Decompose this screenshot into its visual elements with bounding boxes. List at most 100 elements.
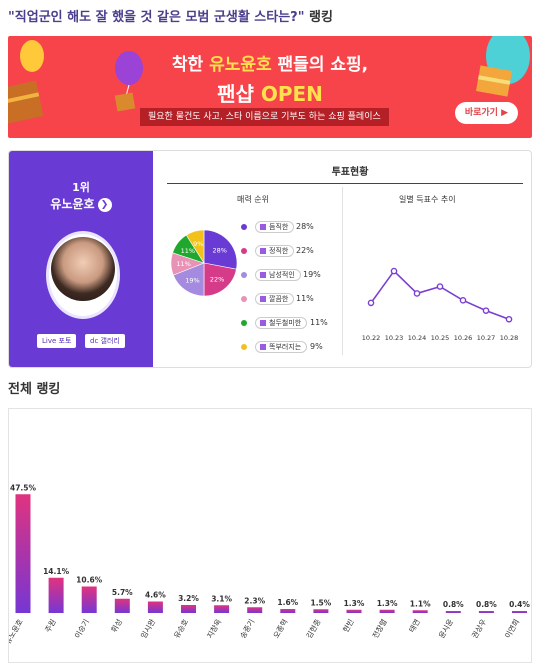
winner-name[interactable]: 유노윤호 ❯: [9, 195, 153, 212]
bar-value-label: 3.2%: [178, 594, 199, 603]
category-label: 태연: [407, 617, 422, 634]
legend-dot-icon: [241, 320, 247, 326]
charm-pie-chart: 28%22%19%11%11%9%: [170, 229, 238, 297]
bar-value-label: 1.6%: [277, 598, 298, 607]
vote-status-title: 투표현황: [331, 167, 369, 178]
bar-value-label: 3.1%: [211, 594, 232, 603]
go-button[interactable]: 바로가기 ▶: [454, 102, 518, 124]
bar: [346, 609, 362, 613]
bar: [181, 605, 196, 613]
tag-icon: [260, 296, 266, 302]
pie-slice: [203, 262, 237, 297]
pie-slice-label: 19%: [185, 276, 199, 284]
tag-icon: [260, 320, 266, 326]
tag-icon: [260, 272, 266, 278]
fanshop-banner[interactable]: 착한 유노윤호 팬들의 쇼핑, 팬샵 OPEN 필요한 물건도 사고, 스타 이…: [8, 36, 532, 138]
bar-value-label: 0.4%: [509, 600, 530, 609]
line-point: [482, 307, 490, 314]
line-point: [390, 267, 398, 275]
bar-value-label: 4.6%: [145, 591, 166, 600]
pie-slice: [203, 229, 238, 270]
bar-value-label: 47.5%: [10, 483, 37, 492]
legend-dot-icon: [241, 296, 247, 302]
bar: [114, 598, 130, 613]
winner-card[interactable]: 1위 유노윤호 ❯ Live 포토 dc 갤러리: [9, 151, 153, 367]
bar: [214, 605, 230, 613]
pie-slice-label: 22%: [210, 275, 224, 283]
bar: [81, 586, 97, 613]
category-label: 임시완: [139, 617, 157, 640]
bar-value-label: 1.5%: [310, 598, 331, 607]
bar-value-label: 10.6%: [76, 576, 103, 585]
live-photo-button[interactable]: Live 포토: [37, 334, 77, 348]
legend-pct: 22%: [296, 246, 314, 255]
bar: [15, 494, 31, 613]
pie-slice-label: 11%: [176, 260, 190, 268]
balloon-decoration-icon: [8, 36, 530, 124]
bar: [247, 607, 263, 613]
category-label: 송중기: [238, 618, 256, 640]
x-tick-label: 10.26: [454, 334, 473, 341]
pie-slice: [172, 262, 205, 297]
x-tick-label: 10.25: [431, 334, 450, 341]
legend-label-text: 철두철미한: [269, 319, 302, 327]
legend-dot-icon: [241, 272, 247, 278]
legend-label-text: 정직한: [269, 247, 289, 255]
legend-label: 남성적인: [255, 269, 301, 281]
legend-pct: 28%: [296, 222, 314, 231]
category-label: 이승기: [72, 617, 91, 640]
category-label: 지창욱: [205, 617, 223, 640]
legend-label-text: 깔끔한: [269, 295, 289, 303]
bar-value-label: 1.3%: [344, 599, 365, 608]
bar-value-label: 14.1%: [43, 567, 70, 576]
legend-label: 똑부러지는: [255, 341, 308, 353]
bar: [512, 611, 527, 613]
arrow-right-icon: ❯: [97, 197, 112, 212]
pie-slice-label: 9%: [193, 240, 203, 248]
dc-gallery-button[interactable]: dc 갤러리: [85, 334, 125, 348]
bar: [147, 601, 163, 613]
bar-value-label: 2.3%: [244, 596, 265, 605]
bar-value-label: 0.8%: [443, 600, 464, 609]
legend-dot-icon: [241, 224, 247, 230]
legend-pct: 9%: [310, 342, 323, 351]
page-title: "직업군인 해도 잘 했을 것 같은 모범 군생활 스타는?" 랭킹: [8, 10, 333, 25]
pie-slice-label: 28%: [213, 246, 227, 254]
bar: [412, 610, 428, 613]
category-label: 유노윤호: [9, 617, 25, 645]
category-label: 전창렬: [370, 617, 389, 640]
ranking-chart-box: 47.5% 유노윤호 14.1% 주원 10.6% 이승기 5.7% 휘성 4.6% 임시완 3.2…: [3, 408, 532, 663]
pie-slice: [185, 229, 205, 265]
bar-value-label: 1.3%: [377, 599, 398, 608]
legend-label-text: 듬직한: [269, 223, 289, 231]
tag-icon: [260, 248, 266, 254]
pie-slice-label: 11%: [181, 247, 195, 255]
category-label: 김현중: [304, 617, 323, 640]
vote-panel: 1위 유노윤호 ❯ Live 포토 dc 갤러리 투표현황 매력 순위 일별 득표…: [8, 150, 532, 368]
x-tick-label: 10.23: [385, 334, 404, 341]
category-label: 오종혁: [271, 618, 289, 640]
ranking-title: 전체 랭킹: [8, 382, 61, 397]
legend-pct: 11%: [310, 318, 328, 327]
line-point: [367, 299, 375, 307]
legend-label-text: 남성적인: [269, 271, 295, 279]
legend-label: 듬직한: [255, 221, 295, 233]
legend-label-text: 똑부러지는: [269, 343, 302, 351]
bar: [379, 609, 395, 613]
line-point: [459, 297, 467, 304]
category-label: 윤시윤: [437, 617, 455, 640]
line-point: [436, 283, 444, 290]
x-tick-label: 10.27: [477, 334, 496, 341]
x-tick-label: 10.24: [408, 334, 427, 341]
legend-label: 철두철미한: [255, 317, 308, 329]
bar: [48, 577, 64, 613]
avatar: [51, 237, 115, 301]
charm-rank-title: 매력 순위: [237, 195, 269, 204]
daily-trend-title: 일별 득표수 추이: [399, 195, 456, 204]
legend-dot-icon: [241, 344, 247, 350]
legend-pct: 19%: [303, 270, 321, 279]
bar-value-label: 1.1%: [410, 599, 431, 608]
bar-value-label: 5.7%: [112, 588, 133, 597]
ranking-bar-chart: 47.5% 유노윤호 14.1% 주원 10.6% 이승기 5.7% 휘성 4.6% 임시완 3.2…: [3, 483, 530, 646]
bar-value-label: 0.8%: [476, 600, 497, 609]
